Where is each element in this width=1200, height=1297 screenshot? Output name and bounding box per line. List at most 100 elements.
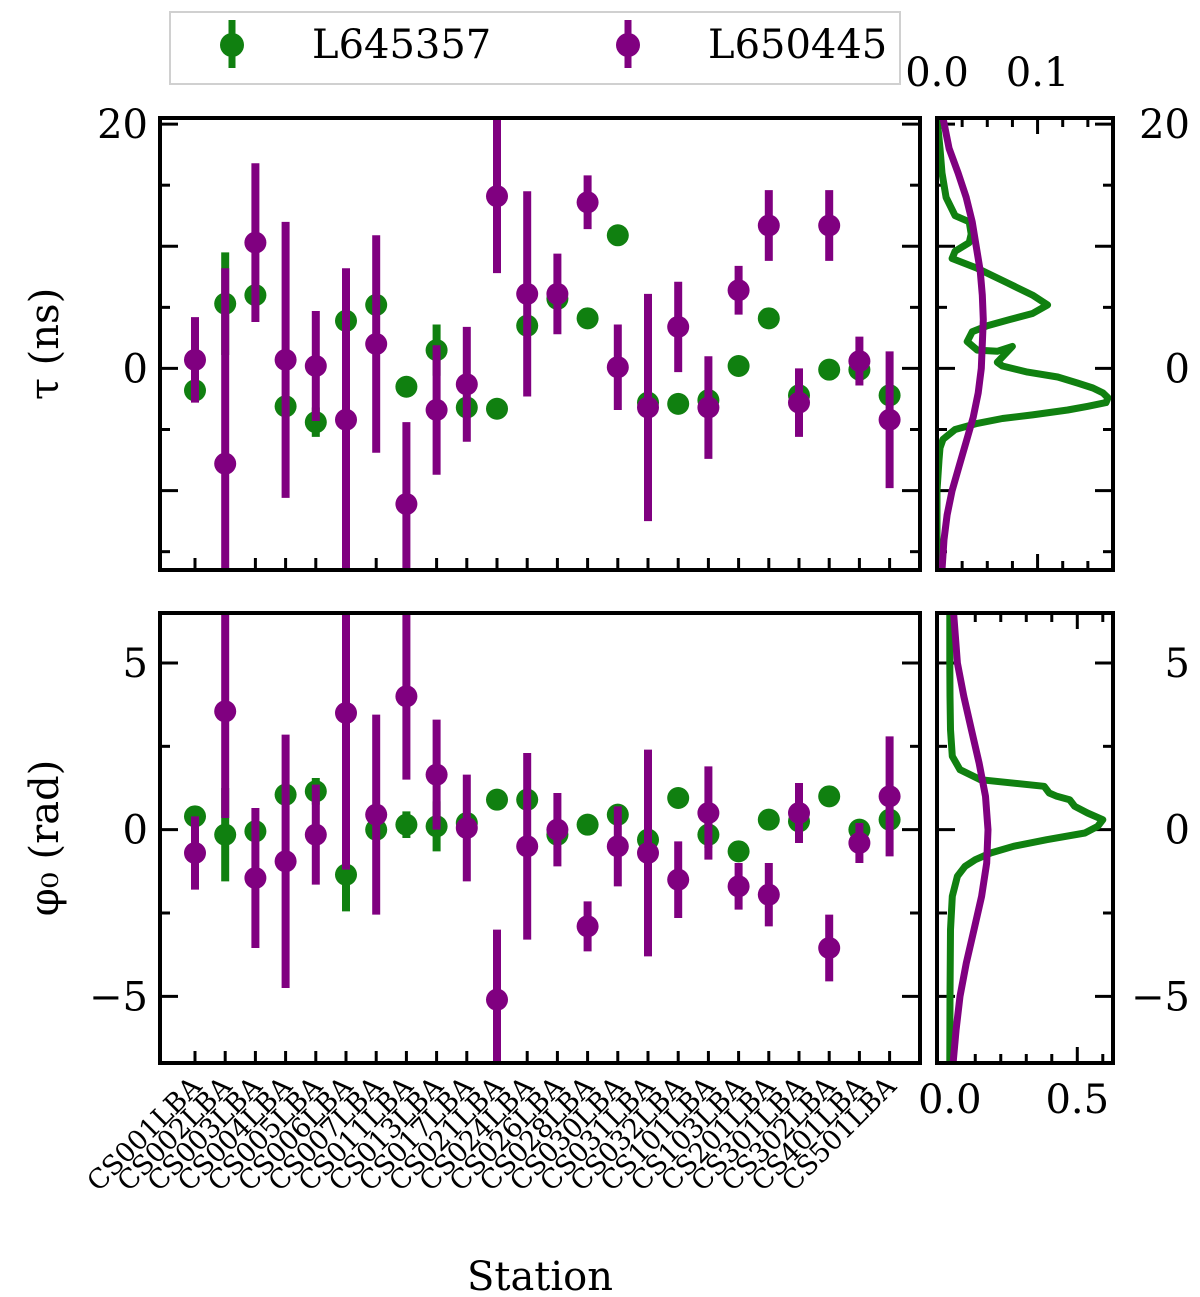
density-line-L645357 <box>937 118 1112 570</box>
point-L645357-CS201LBA <box>757 307 780 330</box>
point-L650445-CS501LBA <box>878 408 901 431</box>
point-L650445-CS021LBA <box>486 185 508 208</box>
point-L650445-CS302LBA <box>818 214 841 237</box>
legend-label-L650445: L650445 <box>708 22 887 68</box>
point-L650445-CS005LBA <box>304 823 327 846</box>
point-L645357-CS011LBA <box>395 375 418 398</box>
y-tick-label: 0 <box>123 808 148 854</box>
point-L650445-CS103LBA <box>727 875 750 898</box>
point-L645357-CS002LBA <box>214 823 237 846</box>
point-L650445-CS011LBA <box>395 493 418 516</box>
point-L650445-CS007LBA <box>365 803 388 826</box>
point-L645357-CS028LBA <box>576 307 599 330</box>
point-L650445-CS301LBA <box>788 391 810 414</box>
point-L645357-CS028LBA <box>576 813 599 836</box>
legend-marker-L645357 <box>220 33 244 57</box>
y-tick-label: −5 <box>89 974 148 1020</box>
data-layer <box>937 118 1112 570</box>
point-L650445-CS017LBA <box>455 373 478 396</box>
point-L645357-CS021LBA <box>486 788 508 811</box>
y-tick-label: 20 <box>97 102 148 148</box>
point-L645357-CS302LBA <box>818 358 841 381</box>
y-axis-label: τ (ns) <box>22 288 68 400</box>
x-tick-label: 0.0 <box>905 50 969 96</box>
axes-frame <box>935 611 1115 1065</box>
y-tick-label: 0 <box>1165 346 1190 392</box>
point-L650445-CS017LBA <box>455 817 478 839</box>
point-L650445-CS302LBA <box>818 937 841 959</box>
phi-density-panel: −5 0 5 0.0 0.5 <box>918 611 1190 1123</box>
point-L650445-CS006LBA <box>335 702 357 724</box>
y-axis-label: φ₀ (rad) <box>22 760 68 917</box>
point-L645357-CS032LBA <box>667 787 690 809</box>
point-L650445-CS028LBA <box>576 191 599 214</box>
point-L645357-CS030LBA <box>606 224 629 247</box>
data-layer <box>184 119 901 570</box>
point-L650445-CS001LBA <box>184 348 206 371</box>
point-L650445-CS401LBA <box>848 832 871 854</box>
y-tick-label: 0 <box>1165 808 1190 854</box>
tau-panel: 0 20 τ (ns) <box>22 102 922 572</box>
x-tick-label: 0.0 <box>918 1077 982 1123</box>
point-L650445-CS004LBA <box>274 850 297 873</box>
y-tick-label: −5 <box>1131 974 1190 1020</box>
point-L650445-CS030LBA <box>606 835 629 858</box>
legend: L645357 L650445 <box>169 11 901 85</box>
point-L645357-CS201LBA <box>757 808 780 831</box>
y-tick-label: 20 <box>1139 102 1190 148</box>
point-L650445-CS032LBA <box>667 315 690 338</box>
point-L650445-CS103LBA <box>727 279 750 302</box>
point-L650445-CS401LBA <box>848 350 871 373</box>
point-L650445-CS028LBA <box>576 915 599 938</box>
axes-frame <box>935 116 1115 572</box>
point-L645357-CS006LBA <box>335 863 357 886</box>
point-L645357-CS103LBA <box>727 354 750 377</box>
station-tick-labels: CS001LBACS002LBACS003LBACS004LBACS005LBA… <box>81 1071 902 1198</box>
point-L650445-CS024LBA <box>516 282 539 305</box>
point-L650445-CS030LBA <box>606 356 629 379</box>
density-line-L645357 <box>946 613 1107 1063</box>
point-L650445-CS001LBA <box>184 842 206 864</box>
point-L650445-CS002LBA <box>214 700 237 723</box>
point-L650445-CS003LBA <box>244 231 267 254</box>
point-L650445-CS007LBA <box>365 333 388 355</box>
point-L650445-CS031LBA <box>637 396 659 419</box>
point-L650445-CS201LBA <box>757 214 780 237</box>
point-L650445-CS201LBA <box>757 883 780 906</box>
point-L650445-CS501LBA <box>878 785 901 808</box>
point-L650445-CS021LBA <box>486 988 508 1011</box>
point-L650445-CS004LBA <box>274 348 297 371</box>
point-L650445-CS031LBA <box>637 842 659 864</box>
y-tick-label: 5 <box>123 641 148 687</box>
legend-marker-L650445 <box>616 33 640 57</box>
point-L650445-CS013LBA <box>425 763 448 786</box>
legend-frame <box>169 11 901 85</box>
point-L650445-CS011LBA <box>395 685 418 708</box>
tau-density-panel: 0 20 0.0 0.1 <box>905 50 1190 572</box>
data-layer <box>184 613 901 1063</box>
point-L645357-CS032LBA <box>667 392 690 415</box>
point-L645357-CS005LBA <box>304 411 327 434</box>
x-tick-label: 0.1 <box>1006 50 1070 96</box>
x-axis-label: Station <box>467 1254 613 1297</box>
point-L645357-CS011LBA <box>395 813 418 836</box>
point-L650445-CS101LBA <box>697 802 720 824</box>
density-line-L650445 <box>938 118 987 570</box>
axes-frame <box>158 116 922 572</box>
data-layer <box>946 613 1107 1063</box>
point-L645357-CS021LBA <box>486 397 508 420</box>
point-L650445-CS006LBA <box>335 408 357 431</box>
point-L650445-CS026LBA <box>546 818 569 841</box>
point-L650445-CS301LBA <box>788 802 810 824</box>
density-line-L650445 <box>949 613 992 1063</box>
point-L650445-CS026LBA <box>546 282 569 305</box>
point-L650445-CS013LBA <box>425 398 448 421</box>
x-tick-label: 0.5 <box>1045 1077 1109 1123</box>
point-L650445-CS005LBA <box>304 354 327 377</box>
point-L650445-CS024LBA <box>516 835 539 858</box>
y-tick-label: 5 <box>1165 641 1190 687</box>
phi-panel: −5 0 5 φ₀ (rad) <box>22 611 922 1065</box>
point-L645357-CS302LBA <box>818 785 841 808</box>
point-L645357-CS103LBA <box>727 840 750 863</box>
